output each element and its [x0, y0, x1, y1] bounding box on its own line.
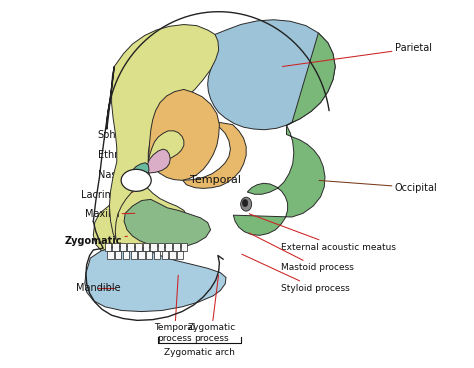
Polygon shape	[146, 251, 152, 259]
Polygon shape	[93, 173, 188, 251]
Polygon shape	[105, 243, 111, 251]
Polygon shape	[108, 251, 114, 259]
Text: Temporal
process: Temporal process	[154, 275, 195, 343]
Polygon shape	[133, 176, 148, 189]
Text: Nasal: Nasal	[98, 170, 133, 180]
Polygon shape	[169, 251, 175, 259]
Polygon shape	[112, 243, 119, 251]
Text: External acoustic meatus: External acoustic meatus	[249, 214, 396, 252]
Polygon shape	[165, 243, 172, 251]
Polygon shape	[123, 251, 129, 259]
Text: Mandible: Mandible	[76, 283, 120, 294]
Polygon shape	[150, 243, 157, 251]
Polygon shape	[158, 243, 164, 251]
Polygon shape	[109, 25, 219, 240]
Polygon shape	[129, 163, 149, 180]
Ellipse shape	[121, 169, 151, 191]
Text: Zygomatic
process: Zygomatic process	[187, 275, 236, 343]
Polygon shape	[143, 243, 149, 251]
Polygon shape	[120, 243, 127, 251]
Ellipse shape	[241, 197, 252, 211]
Polygon shape	[138, 251, 145, 259]
Polygon shape	[115, 251, 121, 259]
Text: Lacrimal: Lacrimal	[81, 190, 133, 200]
Polygon shape	[128, 243, 134, 251]
Ellipse shape	[242, 199, 248, 207]
Text: Sphenoid: Sphenoid	[98, 130, 146, 150]
Polygon shape	[233, 33, 335, 235]
Polygon shape	[183, 120, 246, 188]
Polygon shape	[154, 251, 160, 259]
Polygon shape	[177, 251, 183, 259]
Polygon shape	[148, 89, 219, 180]
Polygon shape	[162, 251, 168, 259]
Text: Occipital: Occipital	[319, 180, 438, 193]
Text: Frontal: Frontal	[110, 93, 150, 110]
Text: Zygomatic: Zygomatic	[64, 236, 128, 246]
Text: Mastoid process: Mastoid process	[249, 233, 354, 272]
Text: Styloid process: Styloid process	[242, 254, 350, 293]
Polygon shape	[208, 20, 335, 130]
Polygon shape	[145, 149, 170, 173]
Polygon shape	[181, 243, 187, 251]
Polygon shape	[173, 243, 180, 251]
Text: Zygomatic arch: Zygomatic arch	[164, 348, 235, 357]
Text: Ethmoid: Ethmoid	[98, 150, 144, 166]
Polygon shape	[124, 199, 210, 248]
Text: Temporal: Temporal	[190, 175, 240, 185]
Text: Maxilla: Maxilla	[85, 209, 135, 219]
Polygon shape	[131, 251, 137, 259]
Polygon shape	[85, 246, 226, 312]
Text: Parietal: Parietal	[283, 43, 432, 67]
Polygon shape	[135, 243, 142, 251]
Polygon shape	[148, 131, 184, 163]
